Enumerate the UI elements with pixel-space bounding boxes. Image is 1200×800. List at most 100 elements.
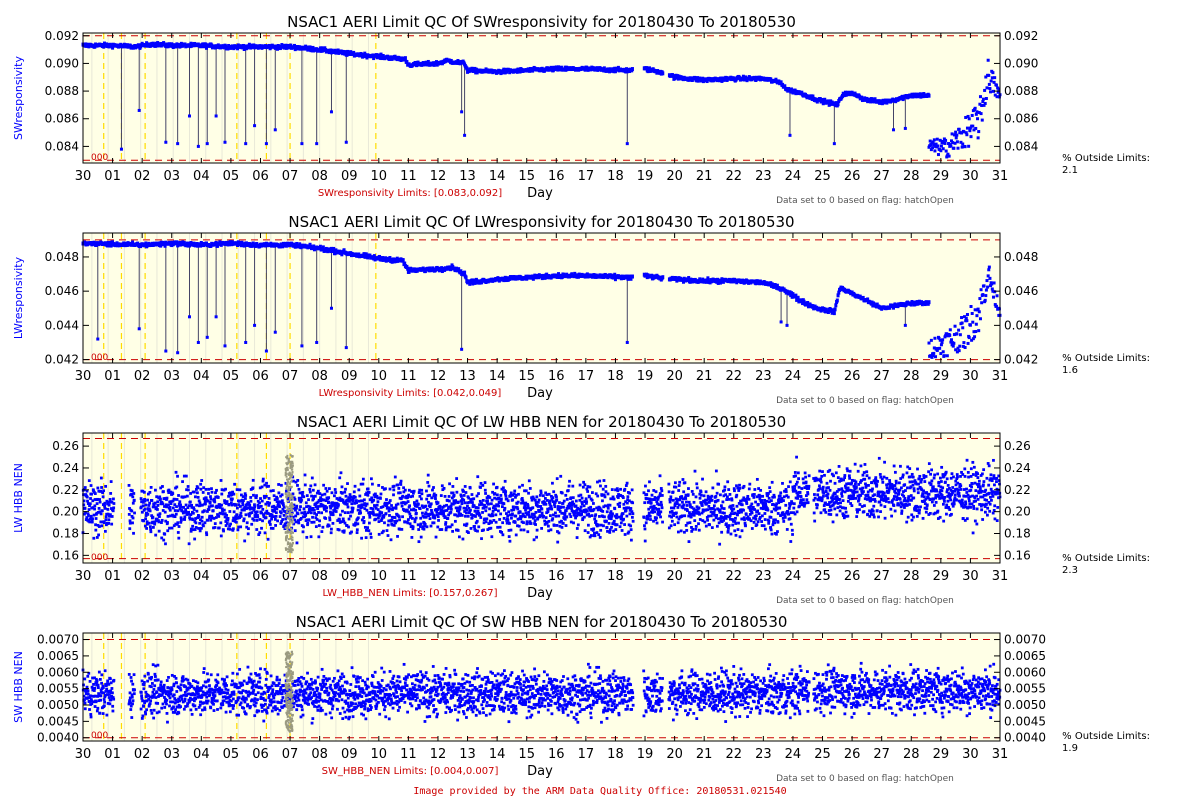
data-point xyxy=(313,511,316,515)
data-point xyxy=(538,509,542,513)
data-point xyxy=(244,513,248,517)
y-tick-label-left: 0.084 xyxy=(45,139,79,153)
data-point xyxy=(310,494,313,498)
data-point xyxy=(148,509,152,513)
data-point xyxy=(381,505,385,509)
data-point xyxy=(561,521,565,525)
data-point xyxy=(264,511,267,515)
data-point xyxy=(474,521,478,525)
data-point xyxy=(866,297,870,302)
data-point xyxy=(608,528,612,532)
data-point xyxy=(593,531,596,535)
data-point xyxy=(929,338,933,342)
zero-label: 000 xyxy=(91,353,108,363)
data-point xyxy=(984,75,988,79)
data-point xyxy=(293,43,297,48)
data-point xyxy=(274,515,278,518)
data-point xyxy=(342,529,346,533)
data-point xyxy=(234,503,238,507)
data-point xyxy=(539,491,543,495)
data-point xyxy=(256,503,260,507)
x-tick-label: 21 xyxy=(696,169,713,184)
data-point xyxy=(209,495,212,498)
data-point xyxy=(462,494,466,497)
data-point xyxy=(218,503,221,506)
data-point xyxy=(257,505,261,509)
data-point xyxy=(407,488,411,492)
data-point xyxy=(997,307,1001,311)
data-point xyxy=(522,528,526,532)
data-point xyxy=(248,514,251,518)
data-point xyxy=(508,513,512,517)
data-point xyxy=(436,508,439,512)
data-point xyxy=(152,503,156,507)
data-point xyxy=(965,319,969,323)
x-tick-label: 14 xyxy=(489,169,506,184)
data-point xyxy=(612,497,616,501)
data-point xyxy=(504,492,507,496)
data-point xyxy=(491,506,495,510)
data-point xyxy=(110,500,114,504)
data-point xyxy=(390,504,393,507)
data-point xyxy=(518,485,521,489)
data-point xyxy=(556,540,560,544)
data-point xyxy=(418,488,422,492)
data-point xyxy=(291,515,295,519)
data-point xyxy=(823,97,827,102)
data-point xyxy=(97,489,101,493)
data-point xyxy=(436,515,440,519)
data-point xyxy=(305,494,309,498)
data-point xyxy=(573,511,577,515)
data-point xyxy=(199,518,202,522)
spike-point xyxy=(264,349,268,353)
data-point xyxy=(277,491,281,495)
data-point xyxy=(283,524,287,527)
data-point xyxy=(556,530,559,533)
x-axis-label: Day xyxy=(527,386,553,401)
data-point xyxy=(455,490,459,494)
data-point xyxy=(522,514,526,518)
data-point xyxy=(956,146,960,150)
data-point xyxy=(424,511,428,515)
data-point xyxy=(834,303,838,308)
data-point xyxy=(968,129,972,133)
data-point xyxy=(162,490,165,493)
data-point xyxy=(376,500,380,504)
data-point xyxy=(569,496,573,500)
chart-panel-1: 30 01 02 03 04 05 06 07 08 09 10 11 12 13 14 15 16 17 18 19… xyxy=(12,13,1150,206)
data-point xyxy=(407,505,411,509)
data-point xyxy=(255,528,259,531)
data-point xyxy=(353,484,357,488)
data-point xyxy=(478,513,482,517)
data-point xyxy=(769,77,773,82)
data-point xyxy=(630,274,634,279)
data-point xyxy=(208,514,212,518)
data-point xyxy=(414,516,418,520)
x-tick-label: 12 xyxy=(430,169,447,184)
data-point xyxy=(245,525,249,529)
data-point xyxy=(428,493,432,497)
data-point xyxy=(341,498,345,502)
data-point xyxy=(952,333,956,337)
data-point xyxy=(625,514,629,518)
data-point xyxy=(240,493,243,497)
data-point xyxy=(96,486,100,490)
data-point xyxy=(516,500,520,504)
data-point xyxy=(215,488,218,492)
data-point xyxy=(249,496,253,499)
data-point xyxy=(102,521,106,525)
data-point xyxy=(550,497,554,501)
data-point xyxy=(504,494,508,498)
data-point xyxy=(585,509,589,513)
data-point xyxy=(280,499,284,503)
y-tick-label-right: 0.086 xyxy=(1004,112,1038,126)
data-point xyxy=(430,511,434,515)
data-point xyxy=(144,514,148,517)
data-point xyxy=(497,501,501,504)
data-point xyxy=(105,499,109,503)
data-point xyxy=(211,509,215,512)
data-point xyxy=(623,487,627,491)
data-point xyxy=(616,65,620,70)
data-point xyxy=(160,518,164,522)
data-point xyxy=(562,499,566,503)
